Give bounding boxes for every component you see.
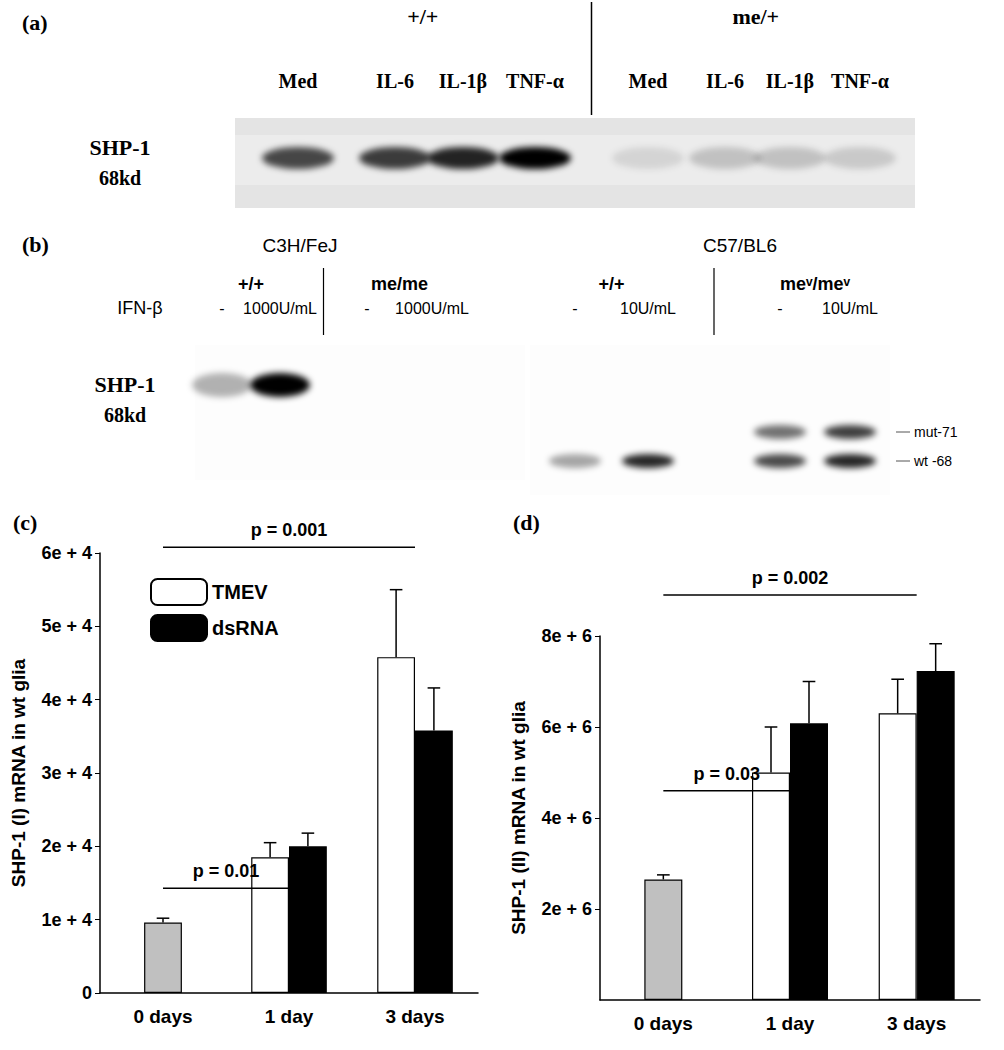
svg-text:SHP-1 (I) mRNA in wt glia: SHP-1 (I) mRNA in wt glia xyxy=(8,658,29,887)
svg-text:dsRNA: dsRNA xyxy=(212,617,279,639)
svg-text:wt -68: wt -68 xyxy=(913,453,952,469)
svg-text:+/+: +/+ xyxy=(407,4,438,29)
svg-text:SHP-1 (II) mRNA in wt glia: SHP-1 (II) mRNA in wt glia xyxy=(508,701,529,935)
svg-text:4e + 6: 4e + 6 xyxy=(541,808,592,828)
svg-text:5e + 4: 5e + 4 xyxy=(41,616,92,636)
svg-text:(b): (b) xyxy=(22,232,49,257)
svg-text:2e + 6: 2e + 6 xyxy=(541,899,592,919)
svg-text:C57/BL6: C57/BL6 xyxy=(703,235,777,256)
svg-text:8e + 6: 8e + 6 xyxy=(541,626,592,646)
svg-text:-: - xyxy=(572,300,577,317)
svg-text:C3H/FeJ: C3H/FeJ xyxy=(263,235,338,256)
svg-text:IFN-β: IFN-β xyxy=(117,298,162,318)
svg-text:meᵛ/meᵛ: meᵛ/meᵛ xyxy=(780,274,851,294)
svg-text:p = 0.03: p = 0.03 xyxy=(693,764,760,784)
svg-text:3e + 4: 3e + 4 xyxy=(41,763,92,783)
svg-text:-: - xyxy=(777,300,782,317)
svg-text:6e + 4: 6e + 4 xyxy=(41,543,92,563)
svg-text:3 days: 3 days xyxy=(385,1006,444,1027)
svg-text:1 day: 1 day xyxy=(766,1013,815,1034)
svg-text:+/+: +/+ xyxy=(238,274,264,294)
svg-text:mut-71: mut-71 xyxy=(914,424,958,440)
svg-text:p = 0.002: p = 0.002 xyxy=(752,568,829,588)
svg-text:(c): (c) xyxy=(13,510,37,535)
svg-text:1000U/mL: 1000U/mL xyxy=(395,300,469,317)
svg-text:-: - xyxy=(364,300,369,317)
svg-text:IL-6: IL-6 xyxy=(376,70,414,92)
svg-text:4e + 4: 4e + 4 xyxy=(41,690,92,710)
svg-text:IL-1β: IL-1β xyxy=(439,70,487,93)
svg-text:1000U/mL: 1000U/mL xyxy=(243,300,317,317)
svg-text:6e + 6: 6e + 6 xyxy=(541,717,592,737)
svg-text:TNF-α: TNF-α xyxy=(831,70,889,92)
svg-text:TNF-α: TNF-α xyxy=(506,70,564,92)
svg-text:IL-6: IL-6 xyxy=(706,70,744,92)
svg-text:Med: Med xyxy=(629,70,668,92)
svg-text:10U/mL: 10U/mL xyxy=(822,300,878,317)
svg-text:10U/mL: 10U/mL xyxy=(620,300,676,317)
svg-text:me/+: me/+ xyxy=(732,4,779,29)
svg-text:1e + 4: 1e + 4 xyxy=(41,910,92,930)
svg-text:SHP-1: SHP-1 xyxy=(94,372,155,397)
svg-text:0 days: 0 days xyxy=(634,1013,693,1034)
svg-text:me/me: me/me xyxy=(371,274,428,294)
svg-text:p = 0.01: p = 0.01 xyxy=(193,861,260,881)
svg-text:IL-1β: IL-1β xyxy=(766,70,814,93)
svg-text:2e + 4: 2e + 4 xyxy=(41,836,92,856)
svg-text:p = 0.001: p = 0.001 xyxy=(251,520,328,540)
svg-text:0: 0 xyxy=(82,983,92,1003)
svg-text:0 days: 0 days xyxy=(133,1006,192,1027)
svg-text:(d): (d) xyxy=(513,510,540,535)
svg-text:SHP-1: SHP-1 xyxy=(89,135,150,160)
svg-text:68kd: 68kd xyxy=(104,404,146,426)
svg-text:3 days: 3 days xyxy=(887,1013,946,1034)
svg-text:(a): (a) xyxy=(22,10,48,35)
svg-text:TMEV: TMEV xyxy=(212,581,268,603)
svg-text:68kd: 68kd xyxy=(99,167,141,189)
svg-text:Med: Med xyxy=(279,70,318,92)
svg-text:+/+: +/+ xyxy=(598,274,624,294)
svg-text:-: - xyxy=(219,300,224,317)
svg-text:1 day: 1 day xyxy=(265,1006,314,1027)
